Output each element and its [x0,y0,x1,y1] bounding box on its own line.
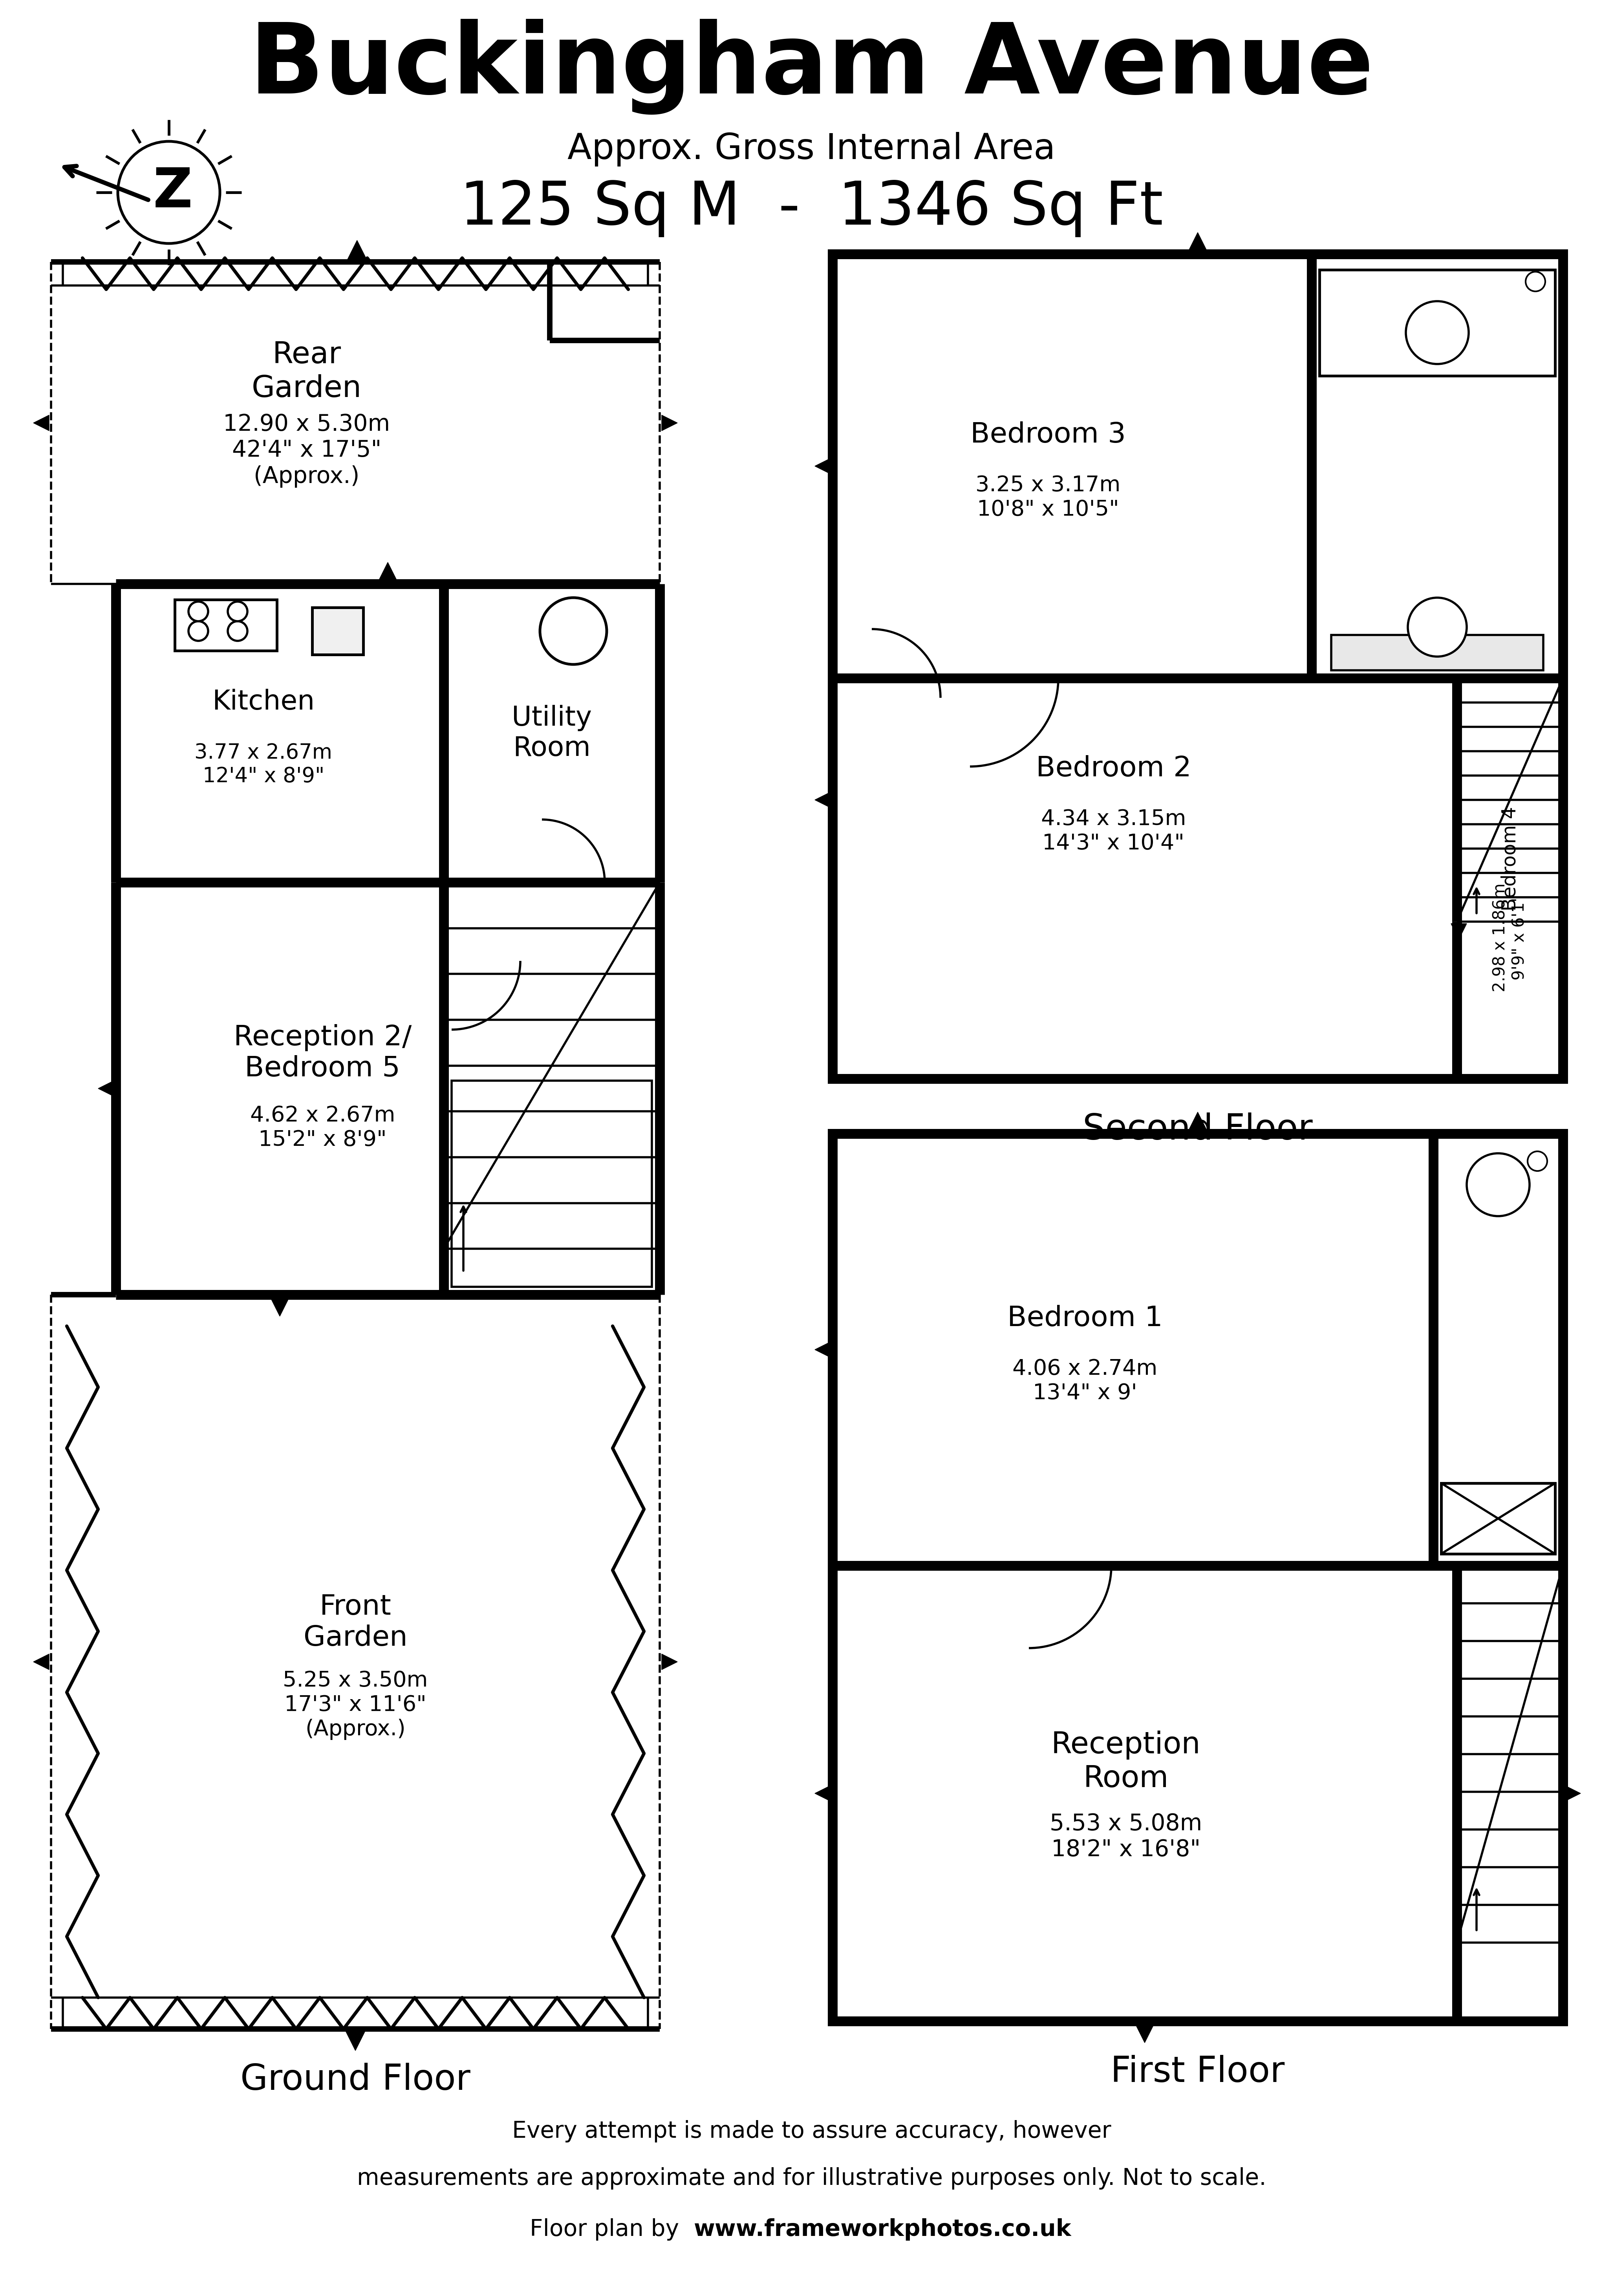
Circle shape [118,142,219,243]
Circle shape [1526,271,1545,292]
Polygon shape [815,792,831,808]
Text: Rear
Garden: Rear Garden [252,340,362,404]
Bar [1441,1483,1555,1554]
Text: Kitchen: Kitchen [213,689,315,714]
Text: Bedroom 3: Bedroom 3 [971,420,1126,448]
Polygon shape [662,1653,677,1669]
Text: 5.53 x 5.08m
18'2" x 16'8": 5.53 x 5.08m 18'2" x 16'8" [1050,1812,1203,1860]
Polygon shape [815,1341,831,1357]
Text: Bedroom 4: Bedroom 4 [1501,806,1519,912]
Polygon shape [378,563,398,581]
Polygon shape [34,1653,49,1669]
Polygon shape [1565,1786,1581,1802]
Text: 3.77 x 2.67m
12'4" x 8'9": 3.77 x 2.67m 12'4" x 8'9" [195,742,333,788]
Text: 3.25 x 3.17m
10'8" x 10'5": 3.25 x 3.17m 10'8" x 10'5" [975,475,1120,521]
Circle shape [227,602,247,622]
Polygon shape [815,459,831,473]
Polygon shape [815,1786,831,1802]
Polygon shape [662,416,677,432]
Circle shape [188,602,208,622]
Circle shape [227,622,247,641]
Text: Utility
Room: Utility Room [511,705,592,762]
Bar [833,255,1563,1079]
Bar [1331,636,1543,670]
Circle shape [188,622,208,641]
Circle shape [1406,301,1469,365]
Polygon shape [347,241,367,259]
Polygon shape [1134,2023,1154,2043]
Text: Reception 2/
Bedroom 5: Reception 2/ Bedroom 5 [234,1024,412,1081]
Text: 2.98 x 1.86m
9'9" x 6'1": 2.98 x 1.86m 9'9" x 6'1" [1492,884,1527,992]
Bar [312,608,364,654]
Text: 125 Sq M  -  1346 Sq Ft: 125 Sq M - 1346 Sq Ft [459,179,1164,236]
Text: Every attempt is made to assure accuracy, however: Every attempt is made to assure accuracy… [511,2119,1112,2142]
Polygon shape [1188,1111,1208,1132]
Bar [1319,269,1555,377]
Polygon shape [346,2032,365,2050]
Text: Ground Floor: Ground Floor [240,2062,471,2096]
Polygon shape [34,416,49,432]
Polygon shape [97,1081,114,1097]
Text: First Floor: First Floor [1110,2055,1285,2089]
Circle shape [1467,1153,1529,1217]
Polygon shape [1451,923,1467,939]
Text: measurements are approximate and for illustrative purposes only. Not to scale.: measurements are approximate and for ill… [357,2167,1266,2190]
Circle shape [1527,1150,1547,1171]
Polygon shape [1188,232,1208,253]
Text: Second Floor: Second Floor [1083,1114,1313,1148]
Text: 12.90 x 5.30m
42'4" x 17'5"
(Approx.): 12.90 x 5.30m 42'4" x 17'5" (Approx.) [224,413,390,487]
Text: Approx. Gross Internal Area: Approx. Gross Internal Area [568,131,1055,168]
Text: Reception
Room: Reception Room [1052,1731,1201,1793]
Text: Front
Garden: Front Garden [304,1593,407,1651]
Text: Z: Z [153,165,193,218]
Text: 4.34 x 3.15m
14'3" x 10'4": 4.34 x 3.15m 14'3" x 10'4" [1040,808,1186,854]
Circle shape [540,597,607,664]
Bar [175,599,278,650]
Circle shape [1407,597,1467,657]
Text: Bedroom 1: Bedroom 1 [1008,1304,1162,1332]
Text: 4.06 x 2.74m
13'4" x 9': 4.06 x 2.74m 13'4" x 9' [1013,1359,1157,1403]
Text: Buckingham Avenue: Buckingham Avenue [250,18,1373,115]
Text: Floor plan by: Floor plan by [529,2218,693,2241]
Polygon shape [269,1297,289,1316]
Bar [451,1081,652,1286]
Text: Bedroom 2: Bedroom 2 [1035,755,1191,783]
Text: 4.62 x 2.67m
15'2" x 8'9": 4.62 x 2.67m 15'2" x 8'9" [250,1104,394,1150]
Bar [833,1134,1563,2020]
Text: www.frameworkphotos.co.uk: www.frameworkphotos.co.uk [693,2218,1071,2241]
Text: 5.25 x 3.50m
17'3" x 11'6"
(Approx.): 5.25 x 3.50m 17'3" x 11'6" (Approx.) [282,1669,428,1740]
